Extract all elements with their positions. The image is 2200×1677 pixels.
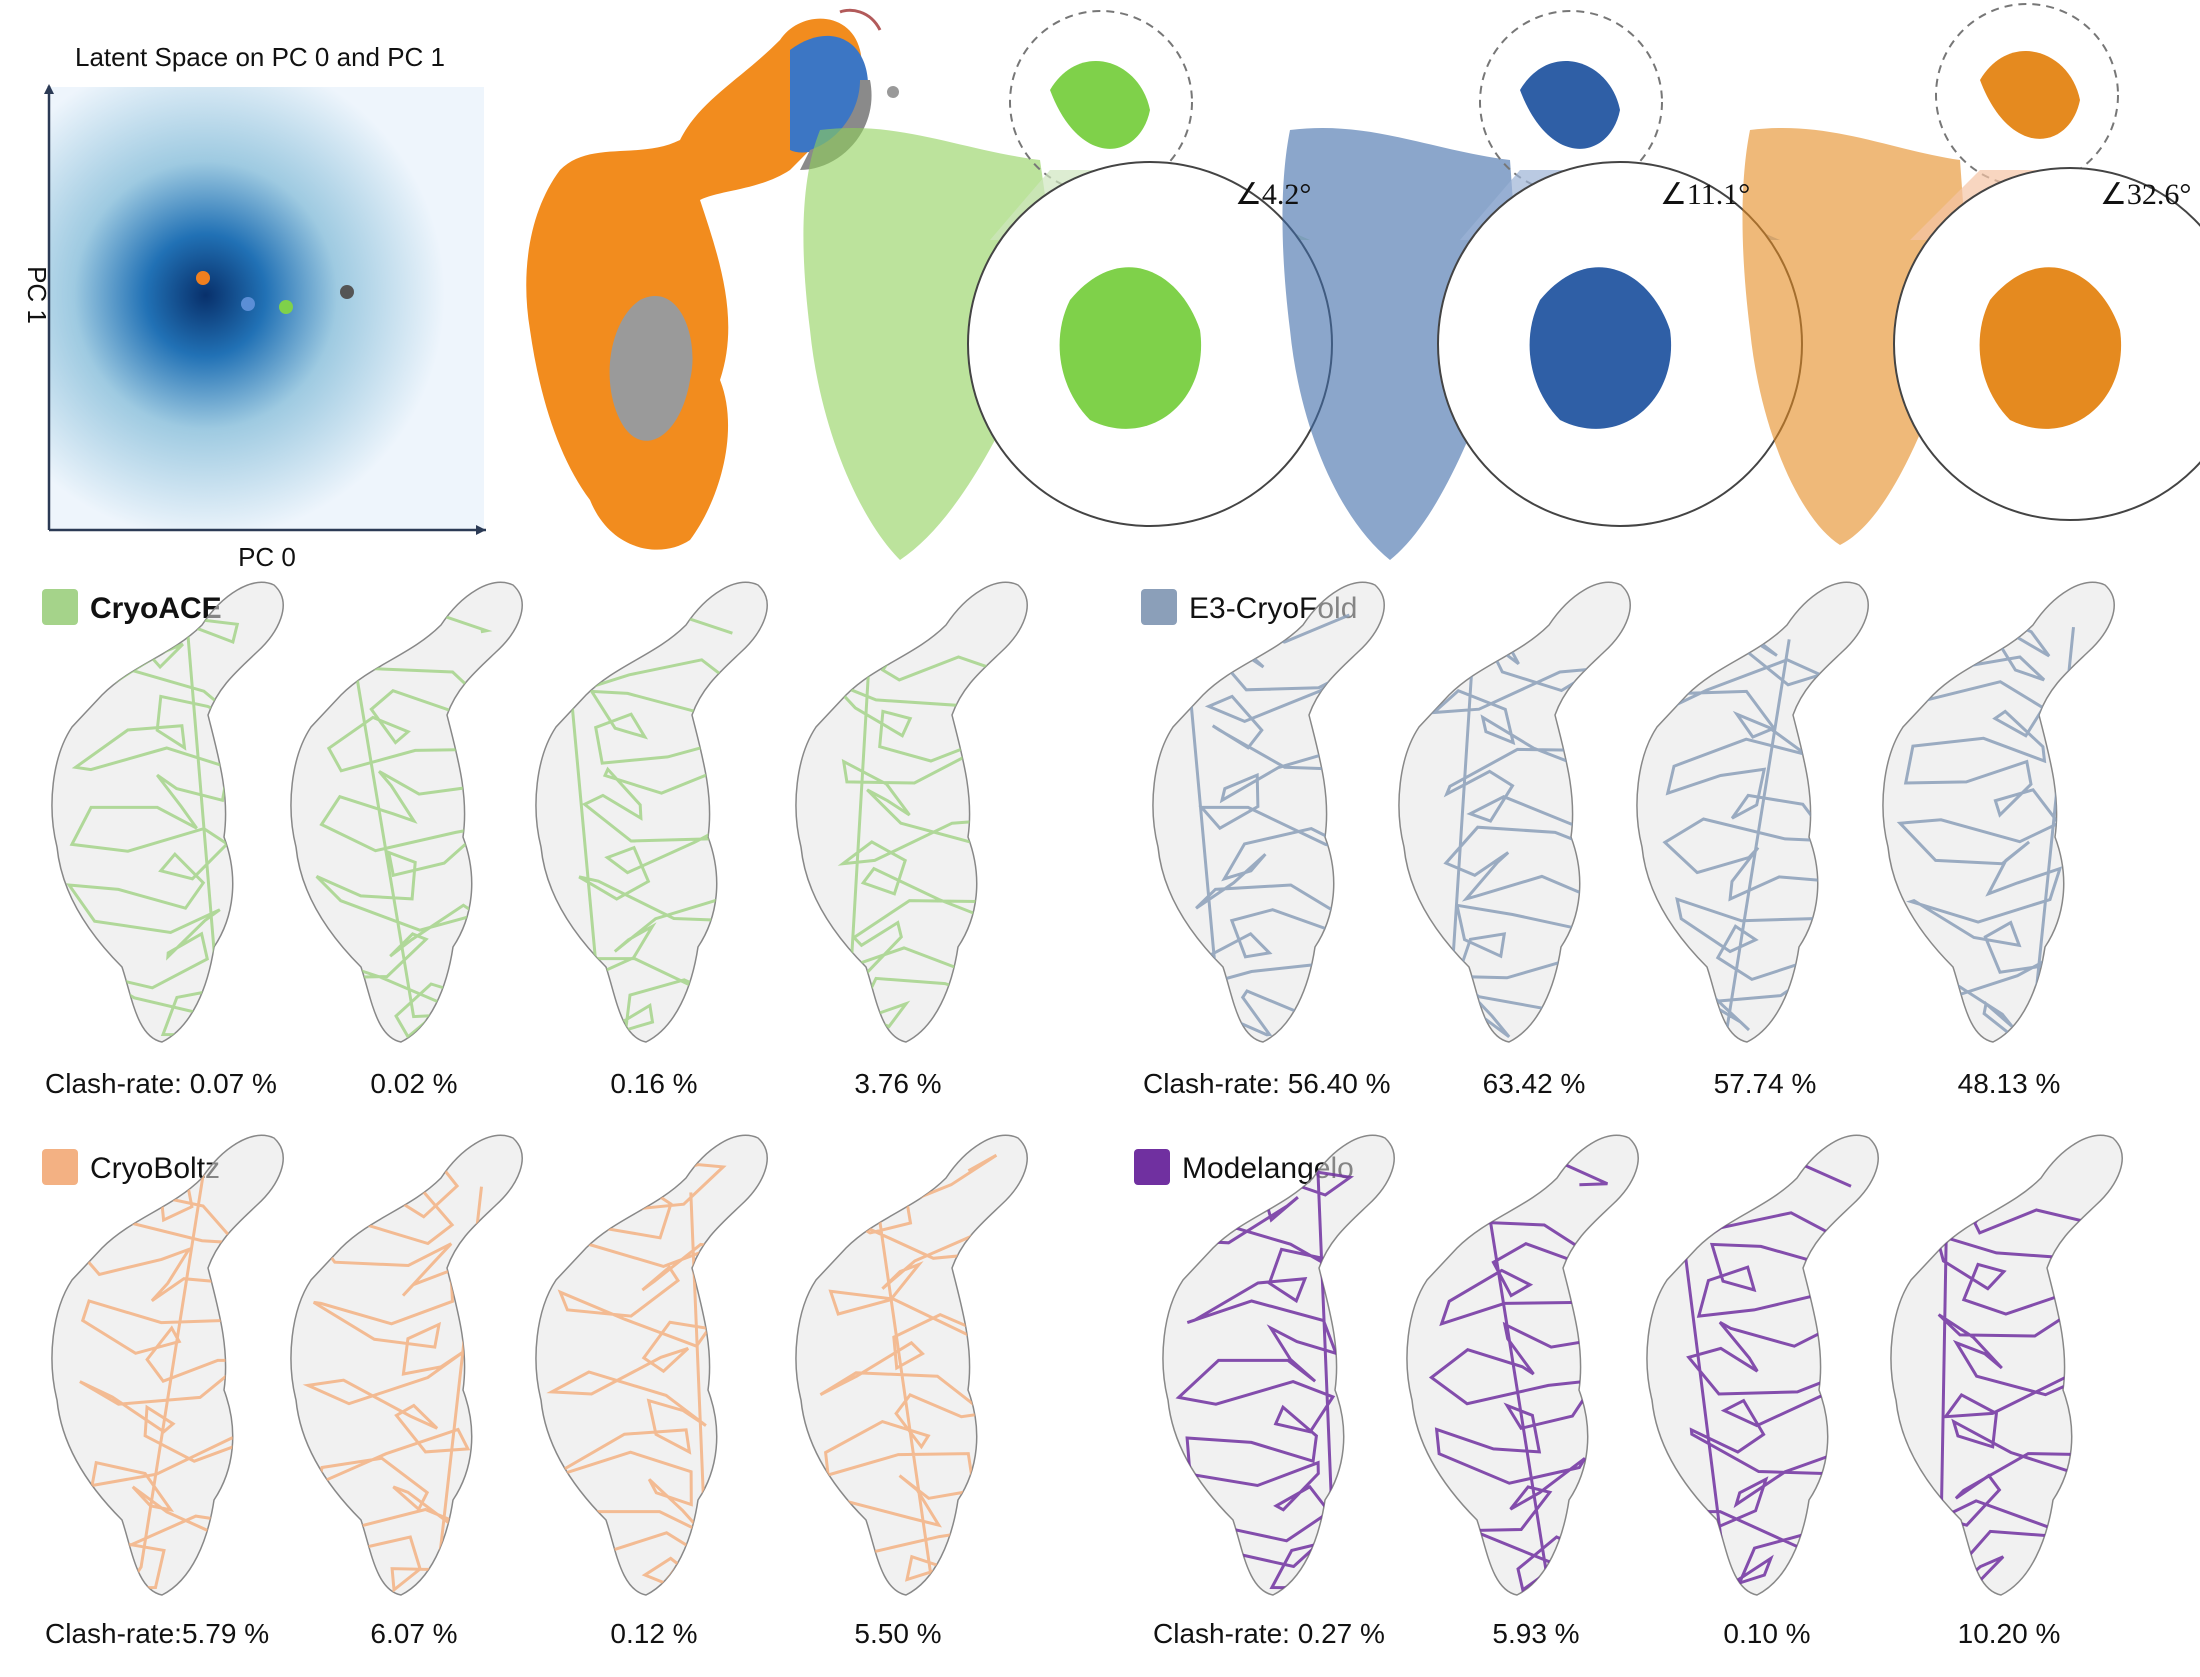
density-outline bbox=[535, 1134, 768, 1596]
structure-panel bbox=[290, 581, 523, 1043]
clash-rate: Clash-rate: 56.40 % bbox=[1143, 1068, 1390, 1099]
legend-swatch bbox=[1141, 589, 1177, 625]
panel-green bbox=[803, 10, 1333, 561]
legend-swatch bbox=[42, 589, 78, 625]
density-outline bbox=[1890, 1134, 2123, 1596]
clash-rate: 5.93 % bbox=[1492, 1618, 1579, 1649]
density-outline bbox=[1646, 1134, 1879, 1596]
density-outline bbox=[1398, 581, 1631, 1043]
structure-panel bbox=[1882, 581, 2115, 1043]
legend-swatch bbox=[42, 1149, 78, 1185]
density-overlay bbox=[526, 8, 899, 550]
structure-panel bbox=[1890, 1134, 2123, 1596]
density-outline bbox=[1636, 581, 1869, 1043]
clash-rate: 48.13 % bbox=[1958, 1068, 2061, 1099]
structure-panel bbox=[535, 581, 768, 1043]
clash-rate: Clash-rate: 0.27 % bbox=[1153, 1618, 1385, 1649]
y-label: PC 1 bbox=[22, 266, 52, 324]
clash-rate: 0.12 % bbox=[610, 1618, 697, 1649]
density-outline bbox=[51, 1134, 284, 1596]
clash-rate: 5.50 % bbox=[854, 1618, 941, 1649]
legend-swatch bbox=[1134, 1149, 1170, 1185]
angle-label: ∠11.1° bbox=[1660, 178, 1750, 211]
method-name: CryoACE bbox=[90, 592, 222, 625]
structure-panel bbox=[1152, 581, 1385, 1043]
clash-rate: 0.16 % bbox=[610, 1068, 697, 1099]
clash-rate: Clash-rate: 0.07 % bbox=[45, 1068, 277, 1099]
clash-rate: 6.07 % bbox=[370, 1618, 457, 1649]
density-outline bbox=[1162, 1134, 1395, 1596]
clash-rate: 63.42 % bbox=[1483, 1068, 1586, 1099]
structure-panel bbox=[1406, 1134, 1639, 1596]
clash-rate: 3.76 % bbox=[854, 1068, 941, 1099]
sample-point bbox=[279, 300, 293, 314]
angle-label: ∠4.2° bbox=[1235, 178, 1311, 211]
sample-point bbox=[241, 297, 255, 311]
sample-point bbox=[196, 271, 210, 285]
panel-blue bbox=[1282, 10, 1803, 561]
sample-point bbox=[340, 285, 354, 299]
panel-orange bbox=[1742, 3, 2200, 546]
method-panels: CryoACE Clash-rate: 0.07 % 0.02 % 0.16 % 3.7… bbox=[42, 581, 2123, 1649]
x-label: PC 0 bbox=[238, 542, 296, 572]
structure-panel bbox=[795, 581, 1028, 1043]
angle-label: ∠32.6° bbox=[2100, 178, 2191, 211]
zoom-panels bbox=[803, 3, 2200, 561]
method-name: CryoBoltz bbox=[90, 1152, 220, 1185]
density-outline bbox=[795, 581, 1028, 1043]
structure-panel bbox=[1162, 1134, 1395, 1596]
plot-title: Latent Space on PC 0 and PC 1 bbox=[75, 42, 445, 72]
structure-panel bbox=[51, 1134, 284, 1596]
structure-panel bbox=[795, 1134, 1028, 1596]
structure-panel bbox=[290, 1134, 523, 1596]
structure-panel bbox=[1636, 581, 1869, 1043]
clash-rate: 10.20 % bbox=[1958, 1618, 2061, 1649]
structure-panel bbox=[51, 581, 284, 1043]
clash-rate: 0.02 % bbox=[370, 1068, 457, 1099]
density-outline bbox=[535, 581, 768, 1043]
structure-panel bbox=[535, 1134, 768, 1596]
structure-panel bbox=[1398, 581, 1631, 1043]
density-outline bbox=[795, 1134, 1028, 1596]
clash-rate: 57.74 % bbox=[1714, 1068, 1817, 1099]
clash-rate: 0.10 % bbox=[1723, 1618, 1810, 1649]
density-map bbox=[49, 87, 484, 530]
clash-rate: Clash-rate:5.79 % bbox=[45, 1618, 269, 1649]
density-outline bbox=[1152, 581, 1385, 1043]
structure-panel bbox=[1646, 1134, 1879, 1596]
